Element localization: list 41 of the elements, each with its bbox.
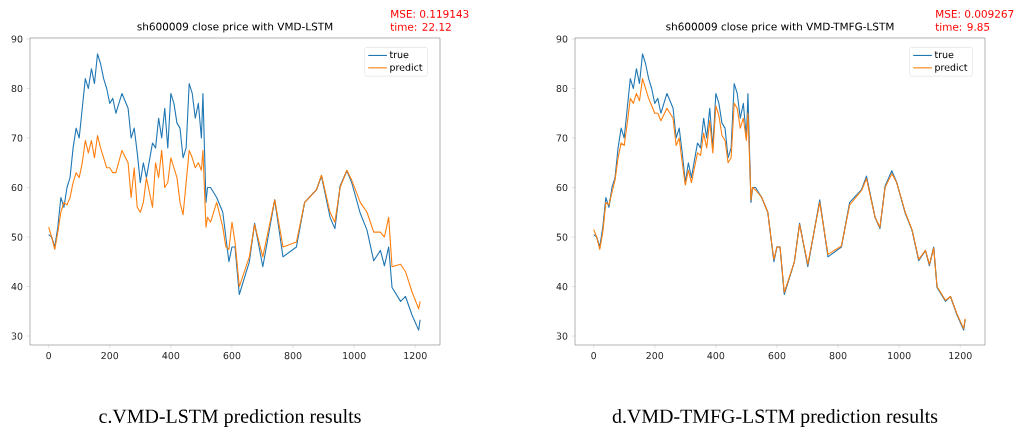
legend-label: predict <box>935 63 968 73</box>
text: c.VMD-LSTM prediction results <box>99 408 361 428</box>
x-tick-label: 800 <box>284 352 302 360</box>
x-tick-label: 0 <box>46 352 52 360</box>
y-tick-label: 80 <box>11 84 23 93</box>
legend-label: predict <box>390 63 423 73</box>
x-tick-label: 1200 <box>404 352 427 360</box>
text: MSE: 0.009267 <box>936 9 1014 18</box>
y-tick-label: 60 <box>11 183 23 192</box>
x-tick-label: 200 <box>101 352 119 360</box>
x-tick-label: 600 <box>223 352 241 360</box>
x-tick-label: 400 <box>162 352 180 360</box>
y-tick-label: 40 <box>556 282 568 291</box>
x-tick-label: 1000 <box>888 352 911 360</box>
text: time: 22.12 <box>390 22 451 31</box>
y-tick-label: 40 <box>11 282 23 291</box>
y-tick-label: 90 <box>556 35 568 43</box>
y-tick-label: 50 <box>11 233 23 241</box>
line-series <box>48 53 421 331</box>
x-tick-label: 800 <box>829 352 847 360</box>
chart-title: sh600009 close price with VMD-TMFG-LSTM <box>666 22 894 33</box>
text: time: 9.85 <box>935 22 990 31</box>
y-tick-label: 90 <box>11 35 23 43</box>
x-tick-label: 200 <box>646 352 664 360</box>
x-tick-label: 1200 <box>949 352 972 360</box>
legend-label: true <box>389 51 409 59</box>
x-tick-label: 0 <box>591 352 597 360</box>
x-tick-label: 1000 <box>343 352 366 360</box>
y-tick-label: 70 <box>11 134 23 142</box>
y-tick-label: 80 <box>556 84 568 93</box>
chart-title: sh600009 close price with VMD-LSTM <box>137 22 333 33</box>
x-tick-label: 400 <box>707 352 725 360</box>
text: MSE: 0.119143 <box>391 9 469 18</box>
text: d.VMD-TMFG-LSTM prediction results <box>612 408 938 428</box>
y-tick-label: 30 <box>556 332 568 340</box>
legend-label: true <box>934 51 954 59</box>
y-tick-label: 30 <box>11 332 23 340</box>
x-tick-label: 600 <box>768 352 786 360</box>
y-tick-label: 70 <box>556 134 568 142</box>
y-tick-label: 60 <box>556 183 568 192</box>
y-tick-label: 50 <box>556 233 568 241</box>
